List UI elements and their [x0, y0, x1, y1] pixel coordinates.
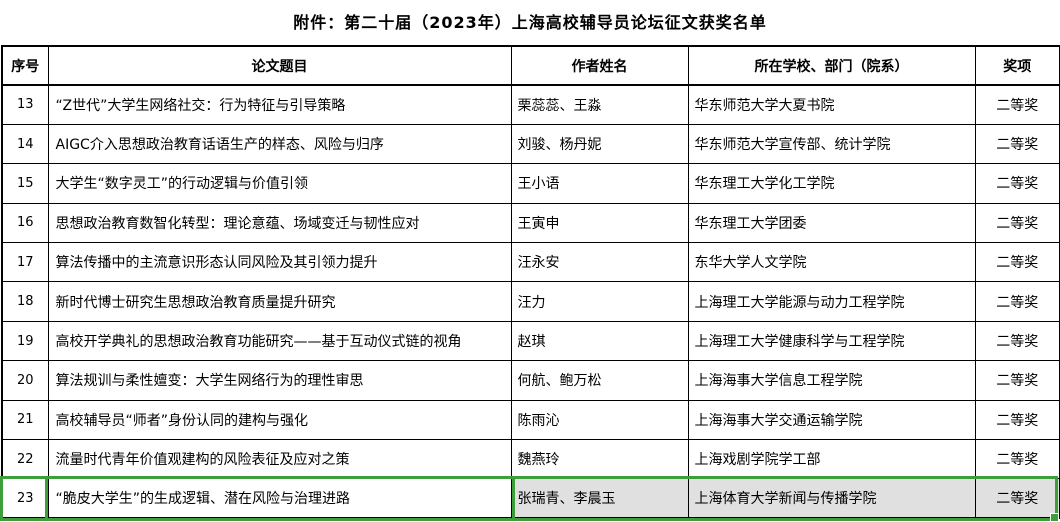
cell-title[interactable]: 高校开学典礼的思想政治教育功能研究——基于互动仪式链的视角 — [47, 320, 512, 362]
cell-title[interactable]: 高校辅导员“师者”身份认同的建构与强化 — [47, 399, 512, 441]
cell-no[interactable]: 18 — [1, 281, 49, 322]
cell-no[interactable]: 20 — [1, 360, 49, 401]
cell-title[interactable]: 思想政治教育数智化转型：理论意蕴、场域变迁与韧性应对 — [47, 202, 512, 244]
cell-no[interactable]: 21 — [1, 399, 49, 441]
table-row: 20 算法规训与柔性嬗变：大学生网络行为的理性审思 何航、鲍万松 上海海事大学信… — [1, 360, 1060, 401]
cell-school[interactable]: 东华大学人文学院 — [687, 242, 976, 283]
table-row: 13 “Z世代”大学生网络社交：行为特征与引导策略 栗蕊蕊、王淼 华东师范大学大… — [1, 84, 1060, 125]
table-row: 16 思想政治教育数智化转型：理论意蕴、场域变迁与韧性应对 王寅申 华东理工大学… — [1, 202, 1060, 244]
cell-no[interactable]: 23 — [1, 478, 49, 519]
table-row: 18 新时代博士研究生思想政治教育质量提升研究 汪力 上海理工大学能源与动力工程… — [1, 281, 1060, 322]
cell-no[interactable]: 15 — [1, 163, 49, 204]
cell-no[interactable]: 19 — [1, 320, 49, 362]
cell-title[interactable]: “Z世代”大学生网络社交：行为特征与引导策略 — [47, 84, 512, 125]
cell-school[interactable]: 上海理工大学健康科学与工程学院 — [687, 320, 976, 362]
header-no: 序号 — [1, 45, 49, 86]
cell-no[interactable]: 16 — [1, 202, 49, 244]
cell-school[interactable]: 上海海事大学交通运输学院 — [687, 399, 976, 441]
cell-authors[interactable]: 王寅申 — [510, 202, 689, 244]
cell-award[interactable]: 二等奖 — [974, 478, 1060, 519]
cell-authors[interactable]: 汪力 — [510, 281, 689, 322]
cell-title[interactable]: 算法传播中的主流意识形态认同风险及其引领力提升 — [47, 242, 512, 283]
cell-title[interactable]: 大学生“数字灵工”的行动逻辑与价值引领 — [47, 163, 512, 204]
cell-school[interactable]: 华东师范大学大夏书院 — [687, 84, 976, 125]
page-title: 附件：第二十届（2023年）上海高校辅导员论坛征文获奖名单 — [293, 13, 767, 32]
cell-school[interactable]: 华东师范大学宣传部、统计学院 — [687, 123, 976, 165]
cell-authors[interactable]: 刘骏、杨丹妮 — [510, 123, 689, 165]
cell-authors[interactable]: 王小语 — [510, 163, 689, 204]
cell-no[interactable]: 13 — [1, 84, 49, 125]
cell-award[interactable]: 二等奖 — [974, 123, 1060, 165]
cell-award[interactable]: 二等奖 — [974, 320, 1060, 362]
cell-title[interactable]: “脆皮大学生”的生成逻辑、潜在风险与治理进路 — [47, 478, 512, 519]
table-row: 21 高校辅导员“师者”身份认同的建构与强化 陈雨沁 上海海事大学交通运输学院 … — [1, 399, 1060, 441]
cell-school[interactable]: 上海海事大学信息工程学院 — [687, 360, 976, 401]
cell-authors[interactable]: 何航、鲍万松 — [510, 360, 689, 401]
cell-authors[interactable]: 栗蕊蕊、王淼 — [510, 84, 689, 125]
cell-school[interactable]: 华东理工大学化工学院 — [687, 163, 976, 204]
table-row: 19 高校开学典礼的思想政治教育功能研究——基于互动仪式链的视角 赵琪 上海理工… — [1, 320, 1060, 362]
header-award: 奖项 — [974, 45, 1060, 86]
cell-school[interactable]: 上海理工大学能源与动力工程学院 — [687, 281, 976, 322]
cell-authors[interactable]: 汪永安 — [510, 242, 689, 283]
cell-authors[interactable]: 赵琪 — [510, 320, 689, 362]
award-table: 序号 论文题目 作者姓名 所在学校、部门（院系） 奖项 13 “Z世代”大学生网… — [1, 45, 1060, 520]
cell-award[interactable]: 二等奖 — [974, 163, 1060, 204]
cell-title[interactable]: 流量时代青年价值观建构的风险表征及应对之策 — [47, 439, 512, 480]
cell-no[interactable]: 22 — [1, 439, 49, 480]
cell-award[interactable]: 二等奖 — [974, 202, 1060, 244]
header-paper-title: 论文题目 — [47, 45, 512, 86]
table-header-row: 序号 论文题目 作者姓名 所在学校、部门（院系） 奖项 — [1, 45, 1060, 86]
cell-award[interactable]: 二等奖 — [974, 281, 1060, 322]
table-row: 15 大学生“数字灵工”的行动逻辑与价值引领 王小语 华东理工大学化工学院 二等… — [1, 163, 1060, 204]
table-row: 14 AIGC介入思想政治教育话语生产的样态、风险与归序 刘骏、杨丹妮 华东师范… — [1, 123, 1060, 165]
cell-award[interactable]: 二等奖 — [974, 242, 1060, 283]
header-school-department: 所在学校、部门（院系） — [687, 45, 976, 86]
cell-school[interactable]: 上海体育大学新闻与传播学院 — [687, 478, 976, 519]
cell-no[interactable]: 17 — [1, 242, 49, 283]
table-row: 22 流量时代青年价值观建构的风险表征及应对之策 魏燕玲 上海戏剧学院学工部 二… — [1, 439, 1060, 480]
cell-no[interactable]: 14 — [1, 123, 49, 165]
cell-school[interactable]: 上海戏剧学院学工部 — [687, 439, 976, 480]
cell-title[interactable]: 新时代博士研究生思想政治教育质量提升研究 — [47, 281, 512, 322]
table-body: 13 “Z世代”大学生网络社交：行为特征与引导策略 栗蕊蕊、王淼 华东师范大学大… — [1, 84, 1060, 519]
cell-authors[interactable]: 魏燕玲 — [510, 439, 689, 480]
cell-award[interactable]: 二等奖 — [974, 360, 1060, 401]
cell-title[interactable]: 算法规训与柔性嬗变：大学生网络行为的理性审思 — [47, 360, 512, 401]
cell-award[interactable]: 二等奖 — [974, 399, 1060, 441]
cell-authors[interactable]: 陈雨沁 — [510, 399, 689, 441]
cell-award[interactable]: 二等奖 — [974, 439, 1060, 480]
cell-title[interactable]: AIGC介入思想政治教育话语生产的样态、风险与归序 — [47, 123, 512, 165]
cell-award[interactable]: 二等奖 — [974, 84, 1060, 125]
table-row: 23 “脆皮大学生”的生成逻辑、潜在风险与治理进路 张瑞青、李晨玉 上海体育大学… — [1, 478, 1060, 519]
header-authors: 作者姓名 — [510, 45, 689, 86]
cell-school[interactable]: 华东理工大学团委 — [687, 202, 976, 244]
table-row: 17 算法传播中的主流意识形态认同风险及其引领力提升 汪永安 东华大学人文学院 … — [1, 242, 1060, 283]
cell-authors[interactable]: 张瑞青、李晨玉 — [510, 478, 689, 519]
